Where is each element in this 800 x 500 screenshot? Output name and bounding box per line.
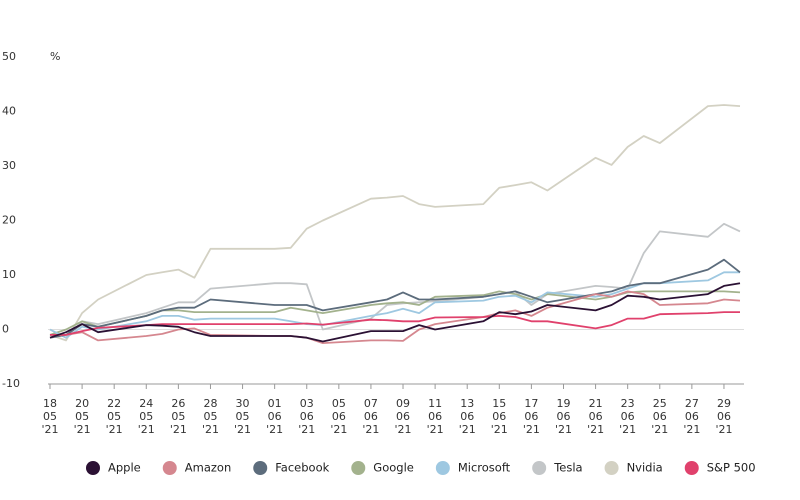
legend-label: Facebook bbox=[275, 461, 329, 475]
legend-label: Google bbox=[373, 461, 414, 475]
x-tick-label: 07 bbox=[364, 397, 378, 410]
x-tick-label: '21 bbox=[266, 423, 283, 436]
legend-swatch bbox=[351, 461, 366, 475]
x-tick-label: 06 bbox=[492, 410, 506, 423]
series-line bbox=[50, 311, 740, 336]
x-tick-label: 17 bbox=[524, 397, 538, 410]
y-unit: % bbox=[50, 50, 60, 63]
x-tick-label: 21 bbox=[589, 397, 603, 410]
x-tick-label: 27 bbox=[685, 397, 699, 410]
x-tick-label: 19 bbox=[556, 397, 570, 410]
x-tick-label: 06 bbox=[300, 410, 314, 423]
x-tick-label: 06 bbox=[460, 410, 474, 423]
x-tick-label: 28 bbox=[203, 397, 217, 410]
x-tick-label: '21 bbox=[651, 423, 668, 436]
x-tick-label: 25 bbox=[653, 397, 667, 410]
legend-label: Microsoft bbox=[458, 461, 511, 475]
series-line bbox=[49, 271, 740, 339]
legend-label: Tesla bbox=[553, 461, 582, 475]
x-tick-label: '21 bbox=[298, 423, 315, 436]
x-tick-label: '21 bbox=[395, 423, 412, 436]
x-tick-label: 05 bbox=[203, 410, 217, 423]
x-tick-label: 06 bbox=[428, 410, 442, 423]
x-tick-label: '21 bbox=[106, 423, 123, 436]
x-tick-label: 06 bbox=[396, 410, 410, 423]
x-tick-label: 06 bbox=[717, 410, 731, 423]
x-tick-label: 05 bbox=[43, 410, 57, 423]
x-tick-label: 05 bbox=[171, 410, 185, 423]
y-tick-label: 30 bbox=[2, 159, 16, 172]
x-tick-label: 05 bbox=[332, 397, 346, 410]
x-tick-label: 15 bbox=[492, 397, 506, 410]
x-tick-label: 06 bbox=[589, 410, 603, 423]
series-line bbox=[49, 104, 741, 342]
x-tick-label: '21 bbox=[234, 423, 251, 436]
y-tick-label: -10 bbox=[2, 377, 20, 390]
legend-swatch bbox=[604, 461, 619, 475]
x-tick-label: 05 bbox=[107, 410, 121, 423]
x-tick-label: '21 bbox=[138, 423, 155, 436]
x-tick-label: 05 bbox=[139, 410, 153, 423]
x-tick-label: '21 bbox=[330, 423, 347, 436]
x-tick-label: '21 bbox=[555, 423, 572, 436]
x-tick-label: 29 bbox=[717, 397, 731, 410]
legend-swatch bbox=[684, 461, 699, 475]
legend-swatch bbox=[162, 461, 177, 475]
x-tick-label: 22 bbox=[107, 397, 121, 410]
legend-label: Nvidia bbox=[627, 461, 663, 475]
x-tick-label: '21 bbox=[683, 423, 700, 436]
x-tick-label: '21 bbox=[202, 423, 219, 436]
y-tick-label: 50 bbox=[2, 50, 16, 63]
legend-label: Apple bbox=[108, 461, 141, 475]
y-tick-label: 20 bbox=[2, 214, 16, 227]
x-tick-label: 06 bbox=[268, 410, 282, 423]
legend-swatch bbox=[86, 461, 100, 475]
series-line bbox=[49, 258, 741, 339]
series-line bbox=[50, 290, 741, 344]
x-tick-label: 11 bbox=[428, 397, 442, 410]
series-line bbox=[49, 282, 741, 343]
x-tick-label: 09 bbox=[396, 397, 410, 410]
y-tick-label: 10 bbox=[2, 268, 16, 281]
x-tick-label: 06 bbox=[653, 410, 667, 423]
x-tick-label: 06 bbox=[556, 410, 570, 423]
legend-label: S&P 500 bbox=[707, 461, 756, 475]
x-tick-label: 24 bbox=[139, 397, 153, 410]
x-tick-label: 06 bbox=[685, 410, 699, 423]
legend-label: Amazon bbox=[185, 461, 231, 475]
x-tick-label: 05 bbox=[236, 410, 250, 423]
x-tick-label: 23 bbox=[621, 397, 635, 410]
x-tick-label: '21 bbox=[74, 423, 91, 436]
x-tick-label: 01 bbox=[268, 397, 282, 410]
x-tick-label: '21 bbox=[362, 423, 379, 436]
x-tick-label: 06 bbox=[364, 410, 378, 423]
x-tick-label: 03 bbox=[300, 397, 314, 410]
x-tick-label: '21 bbox=[587, 423, 604, 436]
x-tick-label: 06 bbox=[332, 410, 346, 423]
legend-swatch bbox=[253, 461, 268, 475]
x-tick-label: '21 bbox=[491, 423, 508, 436]
x-tick-label: 06 bbox=[621, 410, 635, 423]
x-tick-label: 20 bbox=[75, 397, 89, 410]
x-tick-label: 05 bbox=[75, 410, 89, 423]
y-tick-label: 0 bbox=[2, 323, 9, 336]
x-tick-label: '21 bbox=[41, 423, 58, 436]
y-tick-label: 40 bbox=[2, 105, 16, 118]
x-tick-label: 30 bbox=[236, 397, 250, 410]
legend-swatch bbox=[532, 461, 547, 475]
x-tick-label: 26 bbox=[171, 397, 185, 410]
x-tick-label: 13 bbox=[460, 397, 474, 410]
x-tick-label: '21 bbox=[170, 423, 187, 436]
legend-swatch bbox=[435, 461, 450, 475]
x-tick-label: '21 bbox=[619, 423, 636, 436]
x-tick-label: '21 bbox=[715, 423, 732, 436]
x-tick-label: 18 bbox=[43, 397, 57, 410]
x-tick-label: 06 bbox=[524, 410, 538, 423]
x-tick-label: '21 bbox=[427, 423, 444, 436]
x-tick-label: '21 bbox=[459, 423, 476, 436]
x-tick-label: '21 bbox=[523, 423, 540, 436]
